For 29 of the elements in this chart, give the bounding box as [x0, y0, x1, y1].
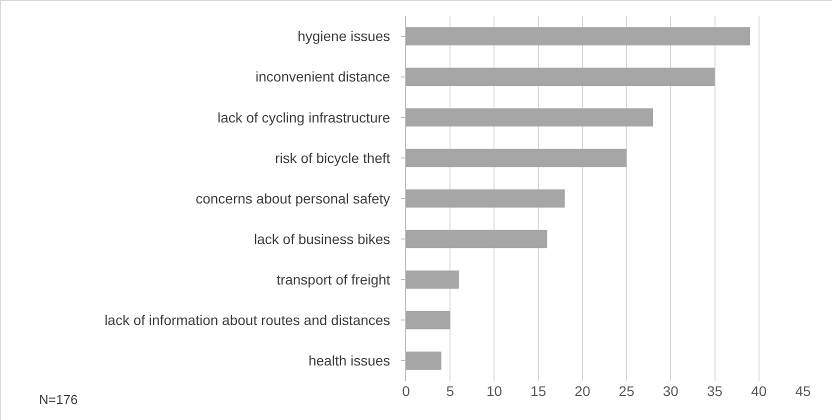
- x-tick-label: 40: [751, 383, 767, 399]
- text: N=176: [39, 392, 78, 407]
- x-tick-label: 30: [662, 383, 679, 399]
- y-tick-label: risk of bicycle theft: [275, 150, 390, 166]
- bar: [406, 230, 548, 248]
- y-tick-label: concerns about personal safety: [196, 190, 390, 206]
- x-tick-label: 10: [486, 383, 502, 399]
- x-tick-label: 15: [530, 383, 546, 399]
- y-tick-label: lack of business bikes: [254, 230, 390, 247]
- bar: [406, 27, 750, 46]
- bar: [406, 311, 450, 330]
- x-tick-label: 0: [402, 383, 410, 399]
- y-tick-label: lack of cycling infrastructure: [217, 109, 390, 126]
- x-tick-label: 20: [574, 383, 590, 399]
- bar: [406, 148, 627, 168]
- x-tick-label: 45: [795, 383, 811, 399]
- bar: [406, 189, 565, 208]
- bar: [406, 270, 459, 289]
- bar: [406, 68, 715, 86]
- bar: [406, 108, 654, 127]
- x-tick-label: 25: [618, 383, 635, 399]
- x-tick-label: 5: [446, 383, 454, 399]
- y-tick-label: transport of freight: [276, 272, 390, 288]
- y-tick-label: inconvenient distance: [256, 68, 390, 85]
- bar: [406, 352, 442, 370]
- y-tick-label: lack of information about routes and distances: [104, 312, 390, 328]
- y-tick-label: hygiene issues: [298, 28, 390, 44]
- x-tick-label: 35: [706, 383, 723, 399]
- y-tick-label: health issues: [308, 352, 390, 369]
